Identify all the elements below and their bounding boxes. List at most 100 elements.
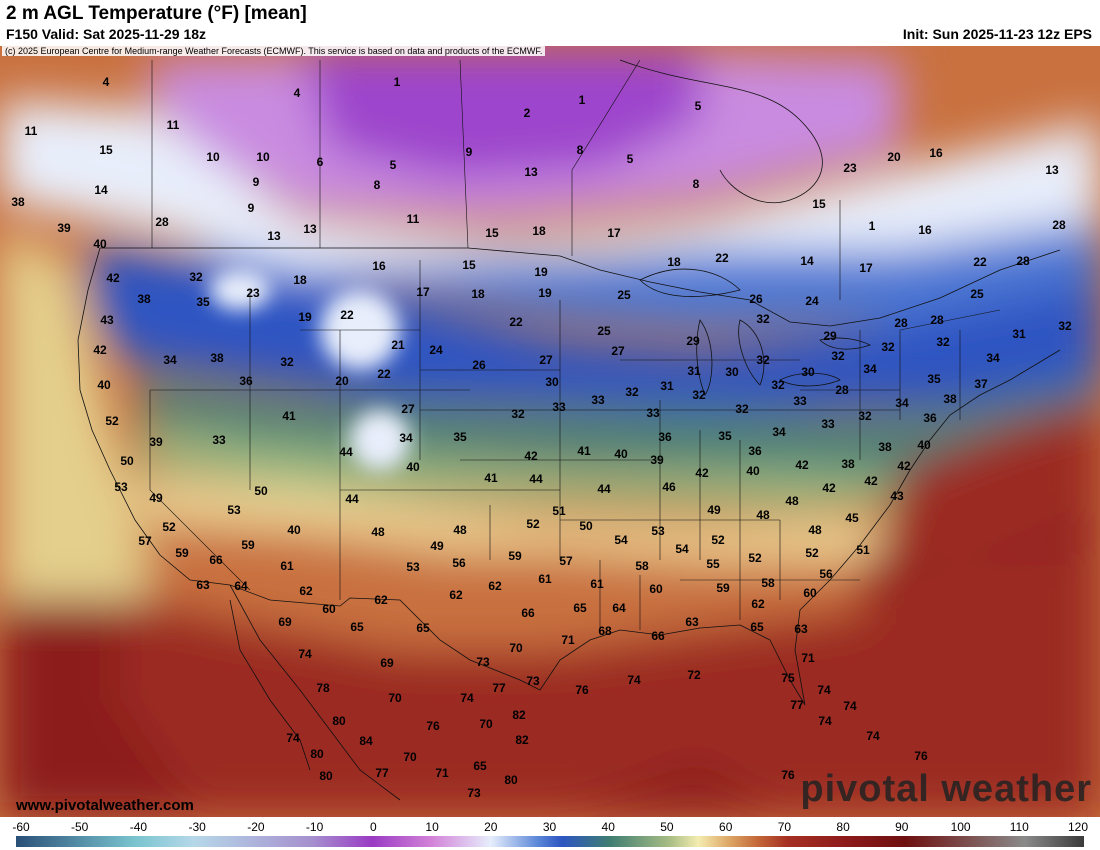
band-atlantic	[880, 400, 1100, 560]
temperature-value: 72	[687, 668, 701, 682]
color-scale-tick: 110	[1010, 820, 1029, 834]
temperature-value: 53	[651, 524, 665, 538]
temperature-value: 76	[575, 683, 589, 697]
color-scale-tick: 90	[895, 820, 909, 834]
temperature-value: 24	[805, 294, 819, 308]
temperature-value: 8	[374, 178, 381, 192]
init-time: Init: Sun 2025-11-23 12z EPS	[902, 26, 1092, 42]
temperature-value: 59	[241, 538, 255, 552]
temperature-value: 70	[403, 750, 417, 764]
color-scale-tick: 40	[602, 820, 616, 834]
temperature-value: 28	[894, 316, 908, 330]
temperature-value: 62	[449, 588, 463, 602]
temperature-value: 36	[748, 444, 762, 458]
temperature-value: 1	[869, 219, 876, 233]
temperature-value: 30	[801, 365, 815, 379]
mexico-west-coast	[229, 584, 401, 801]
color-scale-tick: 60	[719, 820, 733, 834]
canada-us-border	[100, 247, 1061, 327]
pivotal-weather-logo: pivotal weather	[800, 768, 1092, 810]
temperature-value: 45	[845, 511, 859, 525]
temperature-value: 1	[579, 93, 586, 107]
band-cold	[180, 190, 1100, 330]
temperature-value: 18	[667, 255, 681, 269]
temperature-value: 65	[416, 621, 430, 635]
temperature-value: 64	[612, 601, 626, 615]
temperature-value: 15	[462, 258, 476, 272]
temperature-value: 18	[532, 224, 546, 238]
temperature-value: 38	[943, 392, 957, 406]
temperature-value: 39	[149, 435, 163, 449]
temperature-value: 65	[473, 759, 487, 773]
temperature-value: 28	[930, 313, 944, 327]
temperature-value: 17	[416, 285, 430, 299]
temperature-value: 31	[1012, 327, 1026, 341]
temperature-value: 35	[927, 372, 941, 386]
temperature-value: 32	[280, 355, 294, 369]
color-scale-tick: 80	[836, 820, 850, 834]
temperature-value: 9	[253, 175, 260, 189]
temperature-value: 19	[298, 310, 312, 324]
temperature-value: 34	[163, 353, 177, 367]
temperature-value: 32	[625, 385, 639, 399]
temperature-value: 54	[614, 533, 628, 547]
temperature-value: 71	[561, 633, 575, 647]
temperature-value: 25	[597, 324, 611, 338]
temperature-value: 31	[660, 379, 674, 393]
temperature-value: 38	[841, 457, 855, 471]
temperature-value: 44	[529, 472, 543, 486]
temperature-value: 74	[843, 699, 857, 713]
temperature-value: 26	[472, 358, 486, 372]
temperature-value: 32	[881, 340, 895, 354]
temperature-value: 66	[209, 553, 223, 567]
color-scale-tick: -30	[189, 820, 207, 834]
band-warm	[130, 480, 900, 560]
temperature-value: 32	[756, 353, 770, 367]
temperature-value: 4	[294, 86, 301, 100]
temperature-value: 15	[485, 226, 499, 240]
temperature-value: 52	[162, 520, 176, 534]
temperature-value: 25	[617, 288, 631, 302]
temperature-value: 37	[974, 377, 988, 391]
temperature-value: 48	[785, 494, 799, 508]
temperature-value: 5	[627, 152, 634, 166]
color-scale-tick: 50	[660, 820, 674, 834]
temperature-value: 64	[234, 579, 248, 593]
temperature-value: 65	[573, 601, 587, 615]
temperature-value: 22	[715, 251, 729, 265]
temperature-value: 25	[970, 287, 984, 301]
temperature-value: 11	[407, 212, 420, 226]
temperature-value: 65	[750, 620, 764, 634]
site-url[interactable]: www.pivotalweather.com	[16, 797, 194, 814]
temperature-value: 74	[817, 683, 831, 697]
temperature-value: 53	[406, 560, 420, 574]
temperature-value: 13	[303, 222, 317, 236]
temperature-value: 33	[646, 406, 660, 420]
temperature-value: 78	[316, 681, 330, 695]
temperature-value: 44	[597, 482, 611, 496]
temperature-value: 51	[856, 543, 870, 557]
color-scale-bar	[16, 836, 1084, 847]
high-terrain-snow	[210, 270, 270, 310]
temperature-value: 39	[650, 453, 664, 467]
temperature-value: 4	[103, 75, 110, 89]
temperature-value: 74	[627, 673, 641, 687]
temperature-value: 34	[772, 425, 786, 439]
band-arctic	[300, 50, 700, 180]
temperature-value: 5	[390, 158, 397, 172]
temperature-value: 23	[246, 286, 260, 300]
temperature-value: 28	[1052, 218, 1066, 232]
temperature-value: 20	[887, 150, 901, 164]
gulf-coast	[539, 349, 1061, 706]
temperature-value: 42	[106, 271, 120, 285]
temperature-value: 32	[771, 378, 785, 392]
color-scale-tick: -40	[130, 820, 148, 834]
temperature-value: 34	[399, 431, 413, 445]
temperature-value: 9	[466, 145, 473, 159]
band-hot	[150, 520, 860, 650]
color-scale-tick: 30	[543, 820, 557, 834]
temperature-value: 5	[695, 99, 702, 113]
temperature-value: 22	[377, 367, 391, 381]
